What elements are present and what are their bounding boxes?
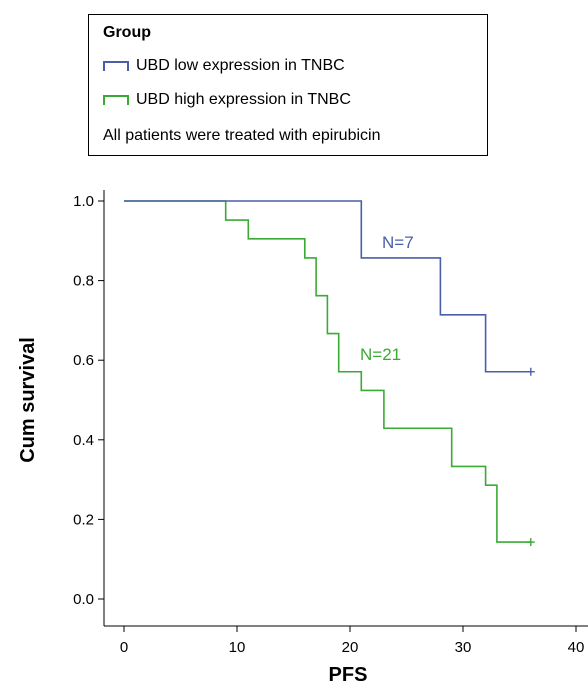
y-tick-label-1: 0.2 xyxy=(73,511,94,528)
x-tick-label-3: 30 xyxy=(455,639,472,656)
y-tick-label-3: 0.6 xyxy=(73,352,94,369)
x-tick-label-0: 0 xyxy=(120,639,128,656)
series-annotation-1: N=21 xyxy=(360,345,401,364)
y-tick-label-2: 0.4 xyxy=(73,432,94,449)
x-tick-label-4: 40 xyxy=(568,639,585,656)
legend-title: Group xyxy=(103,24,151,41)
y-tick-label-0: 0.0 xyxy=(73,591,94,608)
legend-swatch-high-icon xyxy=(103,95,129,105)
legend-item-low: UBD low expression in TNBC xyxy=(103,57,345,75)
x-tick-label-2: 20 xyxy=(342,639,359,656)
series-annotation-0: N=7 xyxy=(382,233,414,252)
legend-label-low: UBD low expression in TNBC xyxy=(136,57,345,74)
x-axis-title: PFS xyxy=(329,664,368,686)
y-tick-label-5: 1.0 xyxy=(73,193,94,210)
legend: Group UBD low expression in TNBC UBD hig… xyxy=(88,14,488,156)
y-axis-title: Cum survival xyxy=(17,337,39,463)
series-line-1 xyxy=(124,200,531,543)
legend-label-high: UBD high expression in TNBC xyxy=(136,91,351,108)
legend-swatch-low-icon xyxy=(103,61,129,71)
x-tick-label-1: 10 xyxy=(229,639,246,656)
y-tick-label-4: 0.8 xyxy=(73,273,94,290)
legend-item-high: UBD high expression in TNBC xyxy=(103,91,351,109)
legend-note: All patients were treated with epirubici… xyxy=(103,127,381,144)
series-line-0 xyxy=(124,200,531,373)
